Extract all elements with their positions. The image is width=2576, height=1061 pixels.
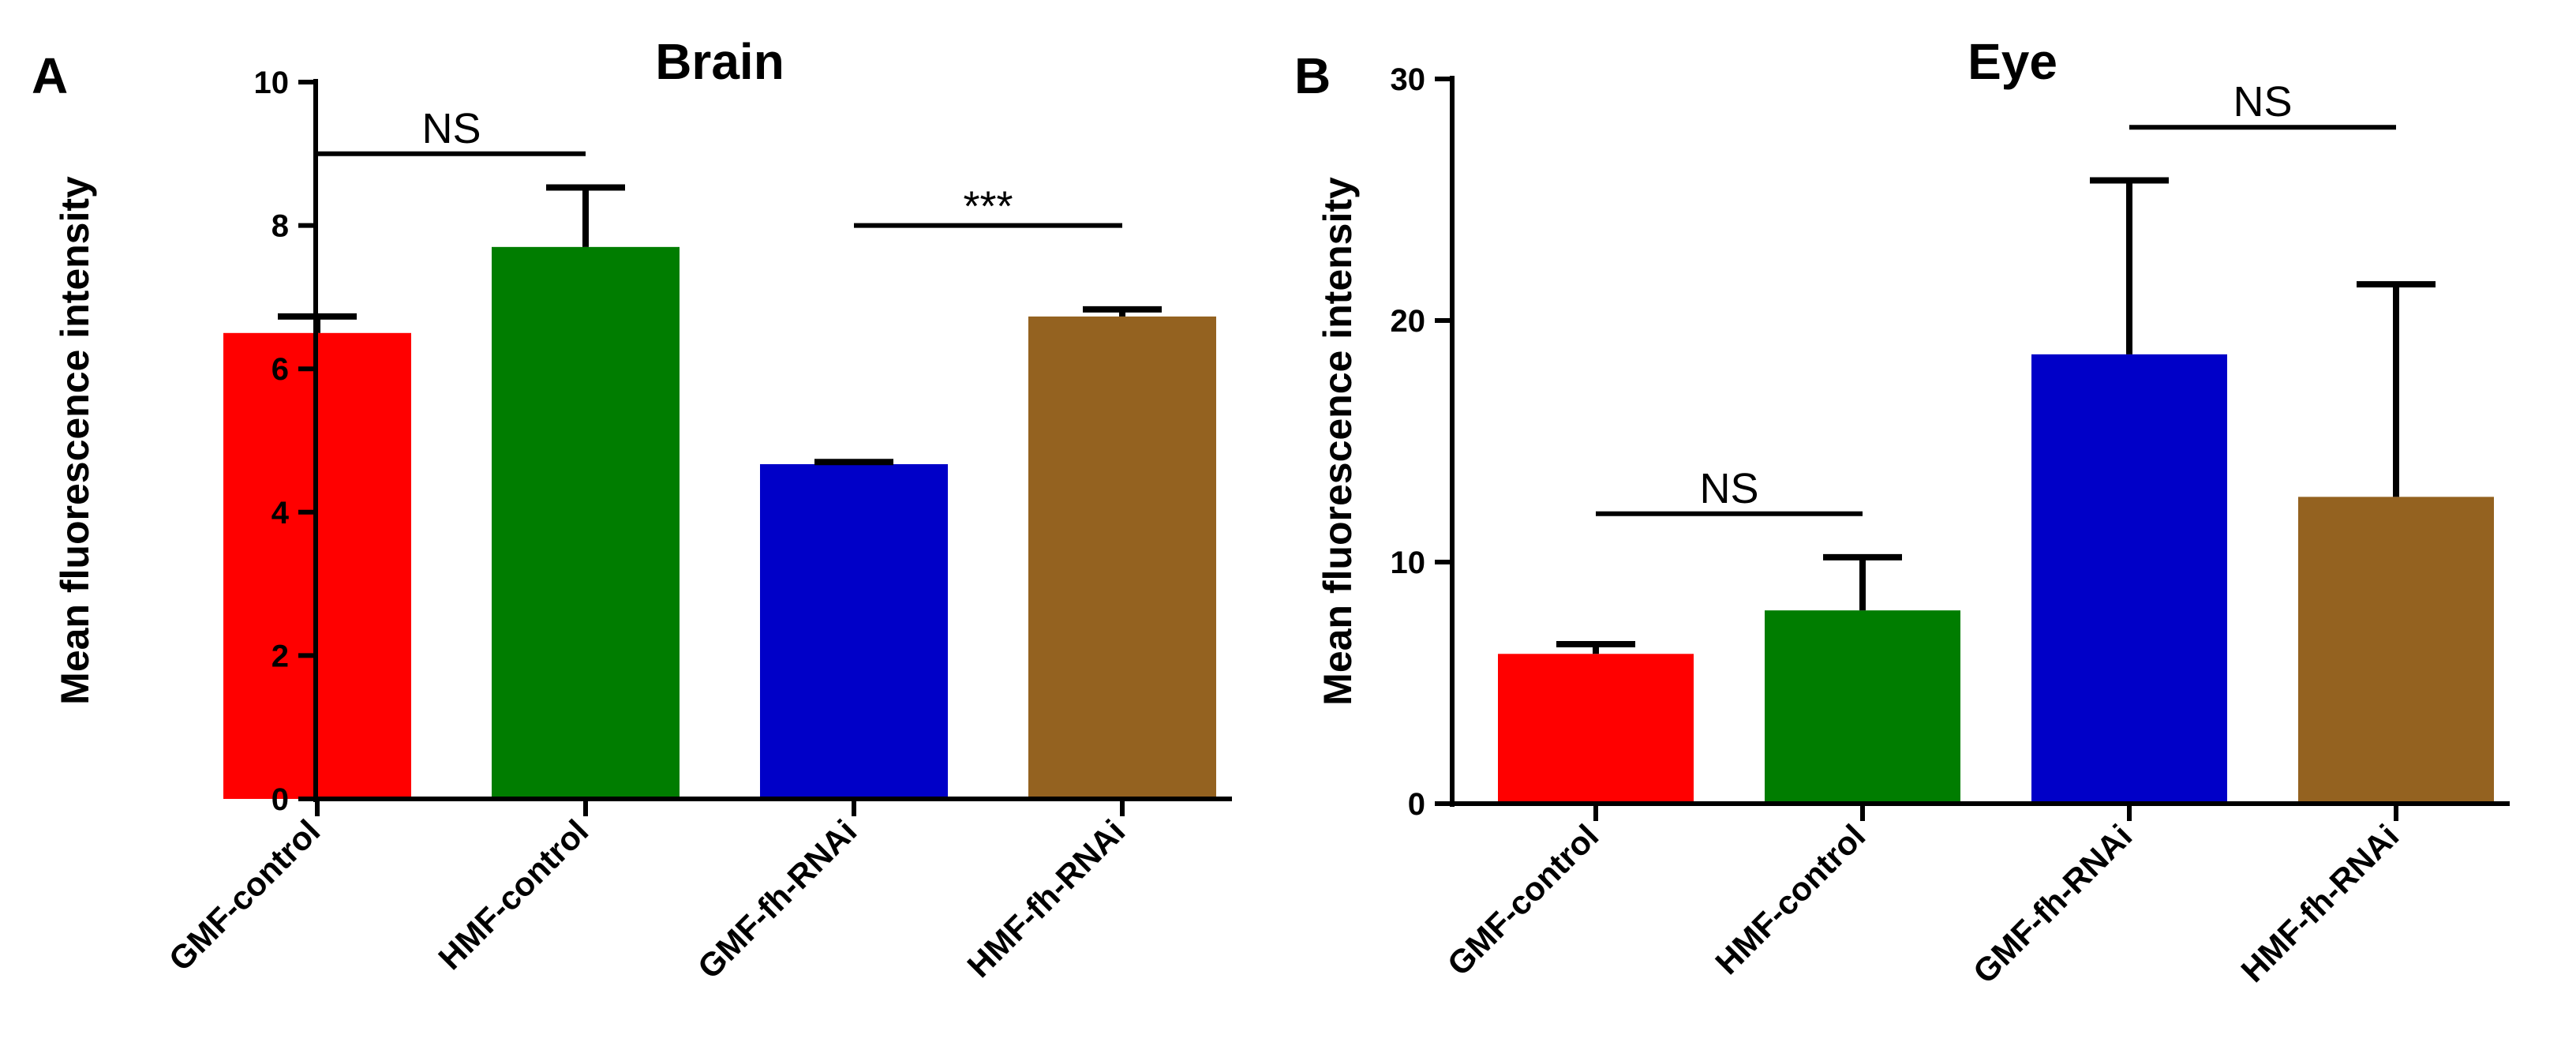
y-tick-label: 8 (271, 209, 289, 244)
x-tick-label: GMF-fh-RNAi (691, 812, 864, 986)
y-tick-label: 20 (1391, 304, 1426, 339)
x-tick-label: GMF-fh-RNAi (1966, 817, 2140, 991)
bar-gmf-fh-rnai (2031, 354, 2227, 804)
significance-label: NS (2233, 78, 2292, 126)
significance-label: NS (1699, 465, 1758, 512)
bar-hmf-control (1765, 610, 1960, 804)
panel-letter: B (1294, 47, 1331, 104)
significance-label: *** (963, 183, 1013, 231)
y-axis-label: Mean fluorescence intensity (53, 176, 97, 705)
y-tick-label: 10 (254, 66, 290, 100)
x-tick-label: HMF-fh-RNAi (2233, 817, 2406, 989)
x-tick-label: GMF-control (1440, 817, 1606, 983)
x-tick-label: HMF-control (1708, 817, 1872, 981)
bar-hmf-fh-rnai (2298, 497, 2494, 804)
y-tick-label: 2 (271, 639, 289, 673)
panel-letter: A (32, 47, 68, 104)
chart-panel-a: A Brain Mean fluorescence intensity 0 2 4 6 8 10… (32, 33, 1232, 986)
x-tick-label: HMF-fh-RNAi (960, 812, 1132, 984)
y-tick-label: 0 (271, 782, 289, 817)
chart-panel-b: B Eye Mean fluorescence intensity 0 10 20 30 GM… (1294, 33, 2510, 991)
x-tick-label: HMF-control (431, 812, 595, 977)
bar-hmf-control (492, 246, 680, 800)
bar-gmf-control (1498, 654, 1694, 804)
y-tick-label: 10 (1391, 545, 1426, 580)
x-tick-label: GMF-control (162, 812, 328, 978)
bar-gmf-fh-rnai (760, 463, 948, 799)
bar-hmf-fh-rnai (1028, 316, 1216, 799)
chart-title: Brain (655, 33, 784, 90)
significance-label: NS (421, 105, 481, 152)
y-tick-label: 30 (1391, 62, 1426, 97)
y-tick-label: 6 (271, 352, 289, 387)
y-axis-label: Mean fluorescence intensity (1316, 177, 1360, 706)
y-tick-label: 0 (1408, 787, 1425, 822)
y-tick-label: 4 (271, 496, 290, 530)
chart-title: Eye (1968, 33, 2057, 90)
